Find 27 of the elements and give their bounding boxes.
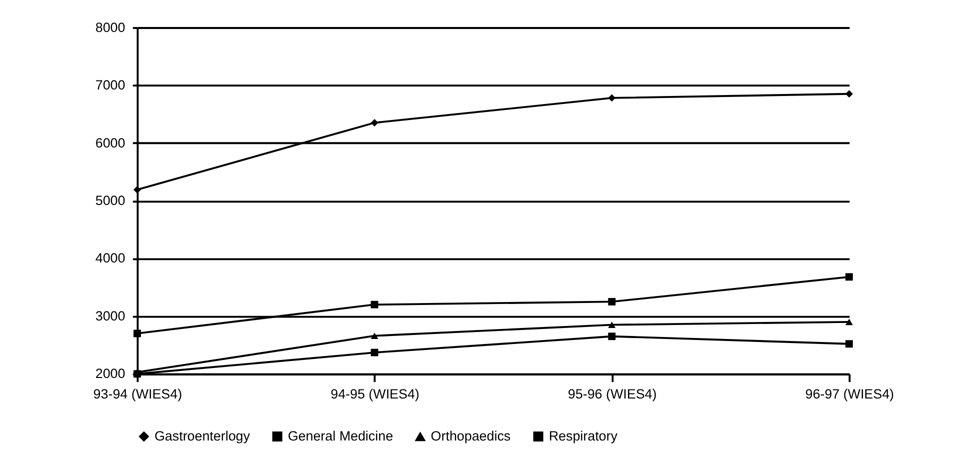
y-tick-label: 8000 xyxy=(95,20,126,35)
x-tick-label: 94-95 (WIES4) xyxy=(330,386,420,402)
point xyxy=(845,340,853,348)
point xyxy=(608,322,616,328)
y-tick-label: 7000 xyxy=(95,78,126,93)
legend-label: Gastroenterlogy xyxy=(154,428,250,444)
point xyxy=(845,273,853,281)
point xyxy=(133,330,141,338)
legend-label: Orthopaedics xyxy=(430,428,511,444)
x-tick-label: 95-96 (WIES4) xyxy=(568,386,657,402)
legend-label: Respiratory xyxy=(548,428,618,444)
point xyxy=(608,94,616,102)
legend-label: General Medicine xyxy=(288,428,394,444)
y-tick-label: 6000 xyxy=(95,135,126,150)
y-tick-label: 3000 xyxy=(95,308,126,324)
y-tick-label: 5000 xyxy=(95,193,126,208)
x-tick-label: 96-97 (WIES4) xyxy=(805,386,894,402)
y-tick-label: 4000 xyxy=(95,250,126,266)
point xyxy=(608,332,616,340)
point xyxy=(370,332,378,339)
point xyxy=(370,300,378,308)
y-tick-label: 2000 xyxy=(95,366,126,382)
point xyxy=(845,318,853,326)
point xyxy=(845,90,853,98)
point xyxy=(133,186,141,194)
point xyxy=(608,298,616,306)
x-tick-label: 93-94 (WIES4) xyxy=(93,386,182,402)
